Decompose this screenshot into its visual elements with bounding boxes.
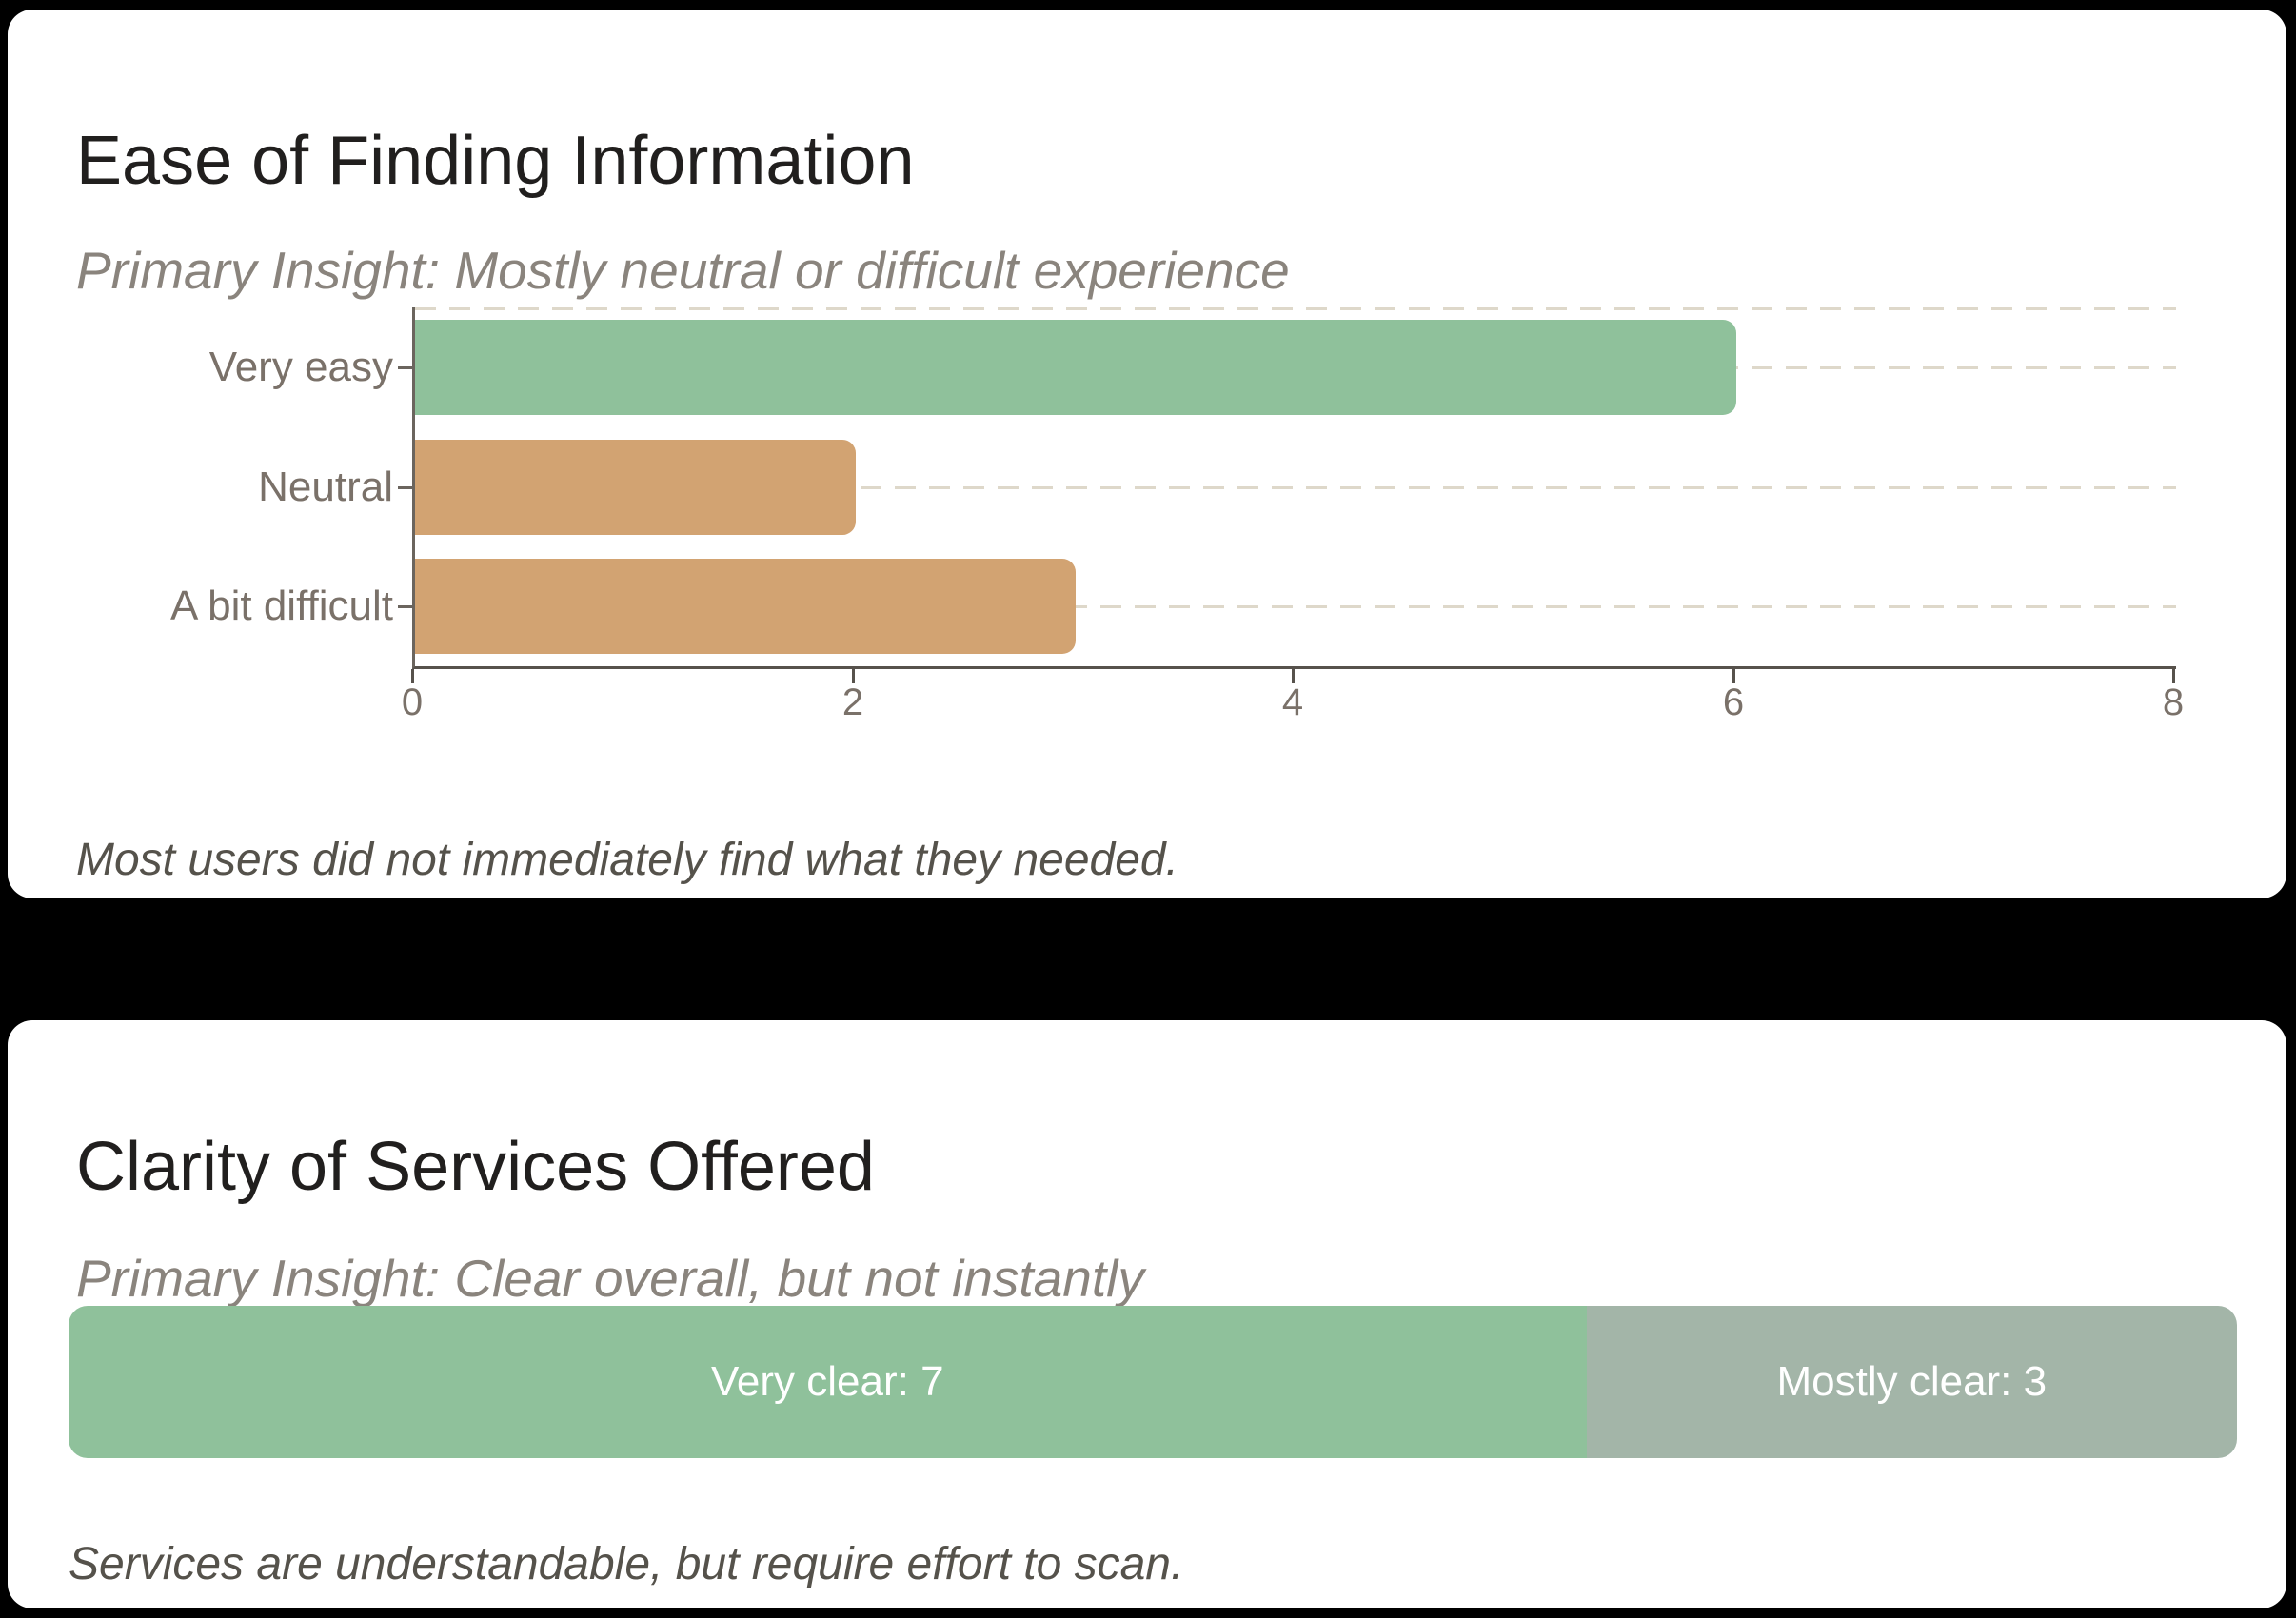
bar-a-bit-difficult [415,559,1076,654]
card1-title: Ease of Finding Information [76,123,915,200]
card-clarity-of-services-offered: Clarity of Services Offered Primary Insi… [8,1020,2286,1608]
x-tick-label-6: 6 [1722,681,1745,723]
card1-subtitle: Primary Insight: Mostly neutral or diffi… [76,241,1290,300]
card2-title: Clarity of Services Offered [76,1129,875,1206]
bar-neutral [415,440,856,535]
gridline [415,307,2176,310]
x-axis-tick [1292,669,1295,683]
card2-subtitle: Primary Insight: Clear overall, but not … [76,1249,1144,1308]
x-axis-tick [2172,669,2175,683]
y-axis-tick [398,366,412,369]
card-ease-of-finding-information: Ease of Finding Information Primary Insi… [8,10,2286,898]
x-tick-label-2: 2 [841,681,864,723]
x-axis-tick [852,669,855,683]
x-axis-tick [1732,669,1735,683]
gridline [415,605,2176,608]
stacked-segment-mostly-clear: Mostly clear: 3 [1586,1306,2237,1458]
card1-footer: Most users did not immediately find what… [76,835,1178,885]
category-label-a-bit-difficult: A bit difficult [170,582,393,629]
x-axis-tick [411,669,414,683]
bar-very-easy [415,320,1736,415]
x-tick-label-4: 4 [1281,681,1304,723]
x-tick-label-8: 8 [2162,681,2185,723]
stacked-bar: Very clear: 7 Mostly clear: 3 [69,1306,2237,1458]
y-axis-tick [398,605,412,608]
gridline [415,486,2176,489]
category-label-very-easy: Very easy [208,344,393,390]
category-label-neutral: Neutral [258,464,393,510]
x-tick-label-0: 0 [401,681,424,723]
stacked-segment-very-clear: Very clear: 7 [69,1306,1587,1458]
y-axis-tick [398,486,412,489]
bar-chart-plot-area [412,307,2176,669]
card2-footer: Services are understandable, but require… [69,1539,1184,1589]
